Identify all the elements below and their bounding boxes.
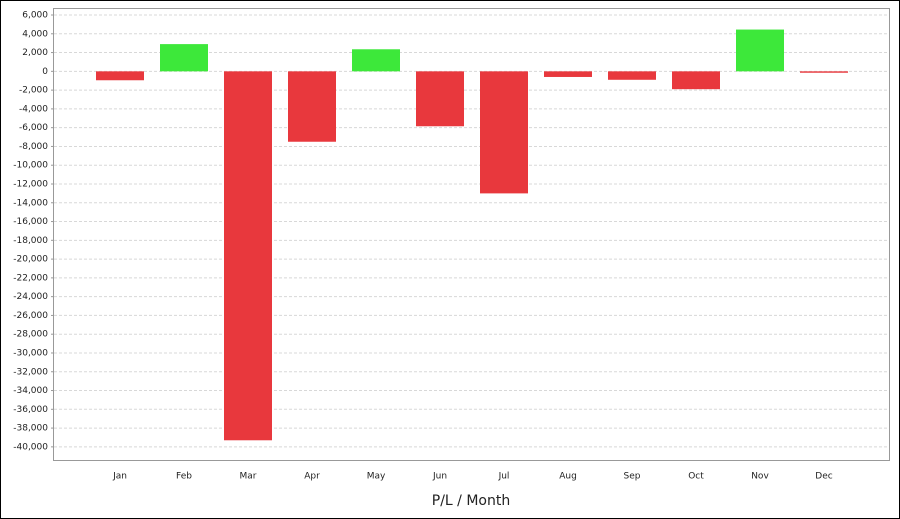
x-tick-label: Sep <box>624 472 641 482</box>
y-tick-label: 4,000 <box>22 29 48 39</box>
y-tick-label: -10,000 <box>13 161 48 171</box>
y-tick-label: -36,000 <box>13 405 48 415</box>
y-tick-label: 2,000 <box>22 48 48 58</box>
y-tick-label: 0 <box>42 67 48 77</box>
x-tick-label: Jul <box>498 472 510 482</box>
x-axis-label: P/L / Month <box>432 493 510 509</box>
y-tick-label: -6,000 <box>19 123 48 133</box>
x-tick-label: Jan <box>112 472 127 482</box>
bar <box>608 71 656 80</box>
x-tick-label: Dec <box>815 472 832 482</box>
bar <box>800 71 848 73</box>
bar <box>224 71 272 441</box>
x-tick-label: May <box>367 472 386 482</box>
y-tick-label: -16,000 <box>13 217 48 227</box>
x-tick-label: Apr <box>304 472 320 482</box>
y-tick-label: -26,000 <box>13 311 48 321</box>
bar <box>96 71 144 81</box>
bar <box>288 71 336 142</box>
y-tick-label: -18,000 <box>13 236 48 246</box>
bar <box>352 49 400 72</box>
bar <box>672 71 720 90</box>
x-tick-label: Feb <box>176 472 192 482</box>
plot-area <box>53 8 890 461</box>
y-tick-label: -32,000 <box>13 367 48 377</box>
x-tick-label: Aug <box>559 472 577 482</box>
y-tick-label: -28,000 <box>13 330 48 340</box>
x-tick-label: Oct <box>688 472 704 482</box>
y-tick-label: -30,000 <box>13 348 48 358</box>
y-tick-label: -12,000 <box>13 179 48 189</box>
y-tick-label: -20,000 <box>13 255 48 265</box>
y-tick-label: -24,000 <box>13 292 48 302</box>
x-tick-label: Jun <box>432 472 447 482</box>
x-tick-label: Nov <box>751 472 769 482</box>
y-tick-label: -34,000 <box>13 386 48 396</box>
bar <box>416 71 464 127</box>
bar <box>544 71 592 77</box>
x-tick-label: Mar <box>240 472 257 482</box>
y-tick-label: -14,000 <box>13 198 48 208</box>
y-tick-label: 6,000 <box>22 11 48 21</box>
bar <box>160 44 208 72</box>
y-tick-label: -38,000 <box>13 424 48 434</box>
bar <box>736 29 784 72</box>
bar <box>480 71 528 194</box>
y-tick-label: -8,000 <box>19 142 48 152</box>
y-tick-label: -40,000 <box>13 442 48 452</box>
y-tick-label: -22,000 <box>13 273 48 283</box>
y-tick-label: -4,000 <box>19 104 48 114</box>
y-tick-label: -2,000 <box>19 86 48 96</box>
